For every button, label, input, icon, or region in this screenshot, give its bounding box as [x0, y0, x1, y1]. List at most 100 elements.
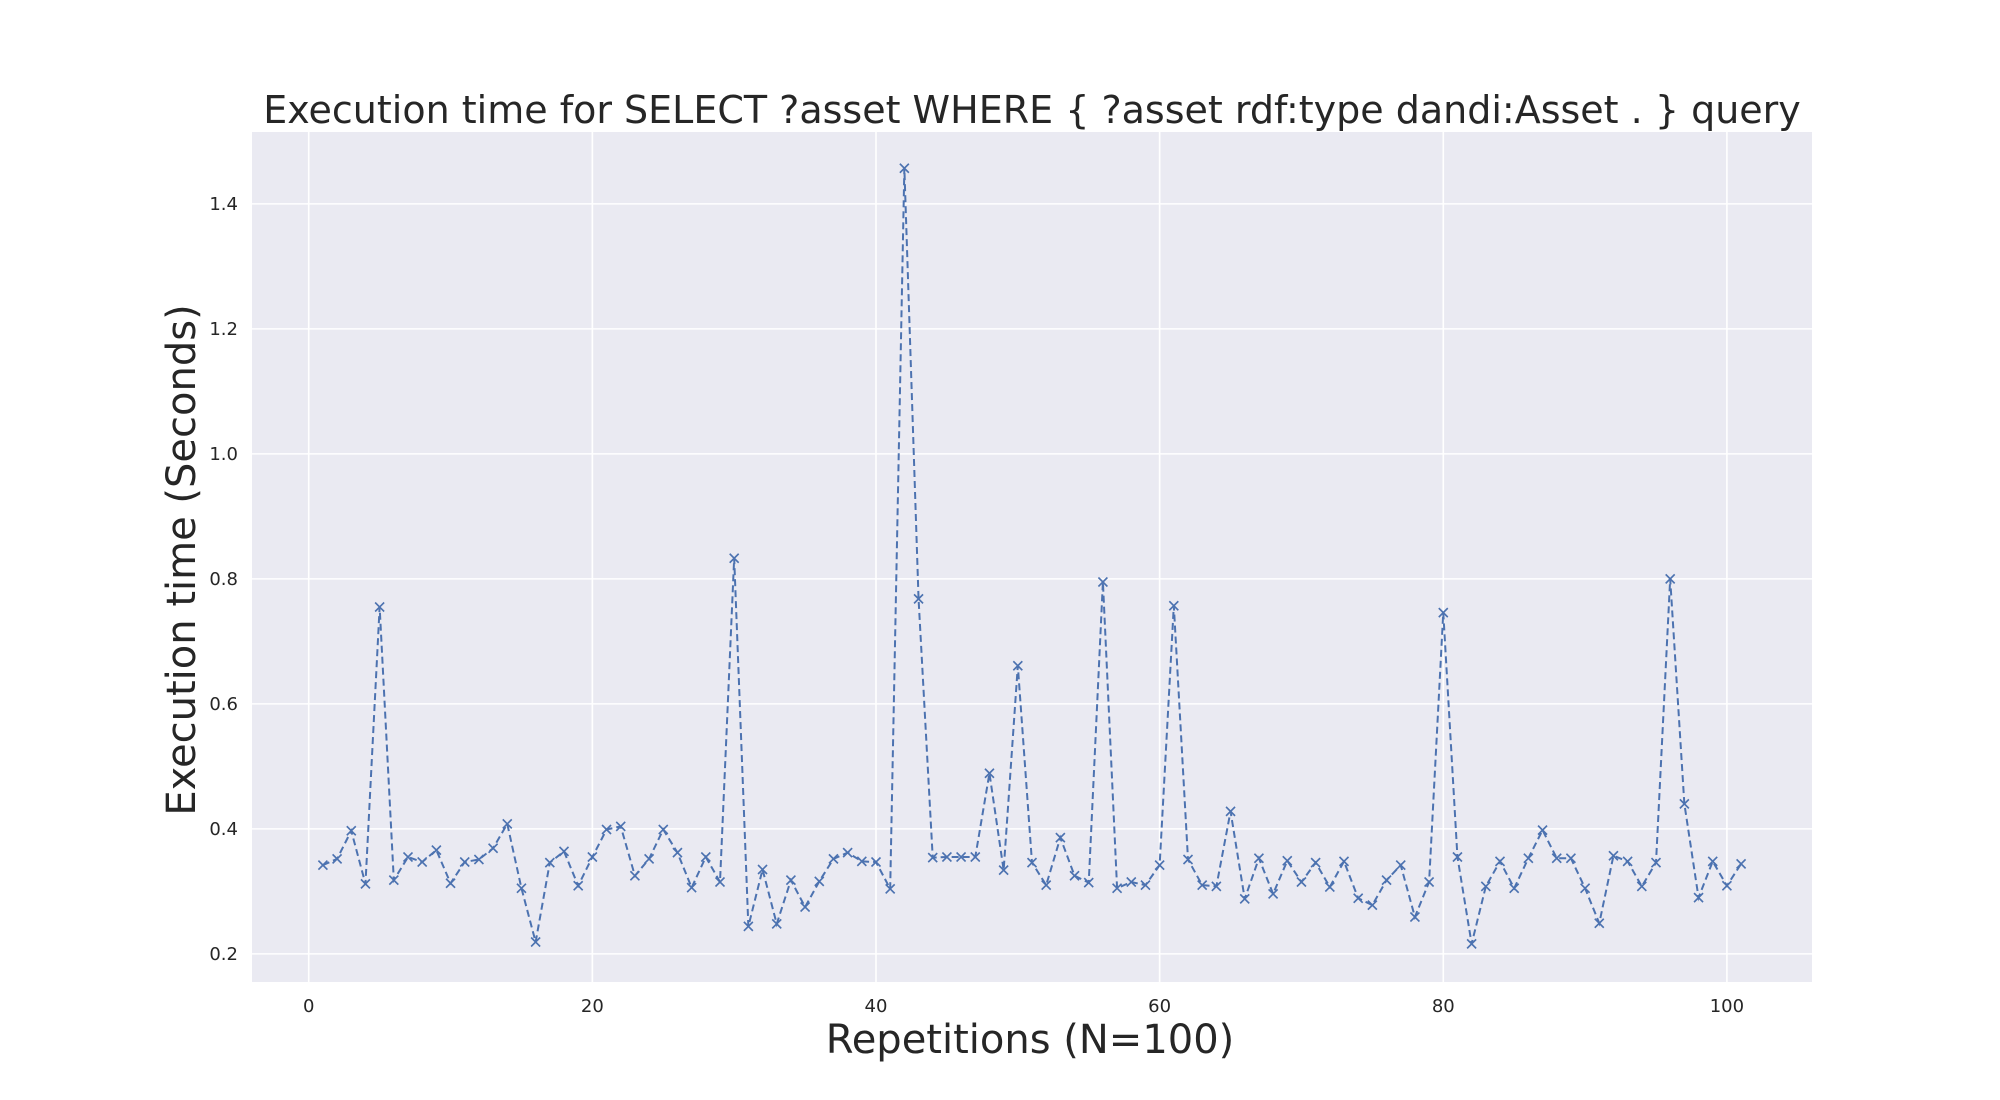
x-tick-label: 100	[1710, 996, 1744, 1017]
data-point-marker	[1097, 576, 1108, 588]
data-point-marker	[1112, 883, 1123, 894]
data-point-marker	[700, 851, 711, 863]
y-axis-label: Execution time (Seconds)	[159, 304, 205, 815]
data-point-marker	[1494, 856, 1506, 867]
data-point-marker	[445, 878, 456, 889]
data-point-marker	[1026, 857, 1038, 868]
data-point-marker	[998, 865, 1009, 876]
series-group	[317, 163, 1747, 949]
x-tick-labels: 0 20 40 60 80 100	[303, 996, 1744, 1017]
x-tick-label: 0	[303, 996, 314, 1017]
data-point-marker	[1580, 883, 1591, 894]
data-point-marker	[885, 883, 896, 894]
data-point-marker	[1282, 855, 1293, 866]
data-point-marker	[1551, 853, 1562, 864]
data-point-marker	[544, 857, 555, 868]
data-point-marker	[644, 853, 655, 864]
data-point-marker	[984, 768, 995, 779]
data-point-marker	[1395, 860, 1406, 871]
data-point-marker	[927, 852, 938, 863]
data-point-marker	[1310, 857, 1321, 868]
data-point-marker	[629, 870, 640, 881]
data-point-marker	[1424, 876, 1435, 888]
data-point-marker	[1381, 875, 1392, 886]
data-point-marker	[388, 875, 399, 886]
data-point-marker	[941, 851, 952, 863]
data-point-marker	[615, 821, 626, 832]
y-tick-labels: 0.2 0.4 0.6 0.8 1.0 1.2 1.4	[209, 194, 238, 965]
grid-lines	[252, 132, 1812, 982]
data-point-marker	[1041, 880, 1052, 891]
data-point-marker	[1268, 888, 1279, 899]
data-point-marker	[1665, 573, 1676, 584]
data-point-marker	[672, 847, 683, 858]
data-point-marker	[970, 851, 981, 863]
data-point-marker	[360, 878, 371, 889]
data-point-marker	[516, 883, 527, 894]
data-point-marker	[459, 856, 470, 868]
data-point-marker	[771, 918, 782, 929]
data-point-marker	[714, 876, 726, 888]
data-point-marker	[1594, 918, 1605, 929]
data-point-marker	[956, 851, 967, 863]
data-point-marker	[1480, 881, 1491, 892]
data-point-marker	[1197, 880, 1208, 891]
data-point-marker	[1239, 893, 1250, 904]
data-point-marker	[601, 824, 612, 835]
data-point-marker	[1154, 860, 1165, 871]
data-point-marker	[743, 921, 754, 932]
data-point-marker	[530, 936, 541, 948]
data-point-marker	[1367, 900, 1378, 911]
data-point-marker	[473, 854, 484, 865]
data-point-marker	[317, 860, 328, 871]
x-axis-label: Repetitions (N=100)	[826, 1017, 1235, 1063]
data-point-marker	[1679, 798, 1690, 809]
chart-title: Execution time for SELECT ?asset WHERE {…	[263, 88, 1801, 132]
data-point-marker	[1721, 880, 1732, 891]
data-point-marker	[402, 851, 414, 863]
data-point-marker	[1140, 880, 1151, 891]
data-point-marker	[1182, 854, 1194, 865]
data-point-marker	[431, 845, 442, 856]
data-point-marker	[1253, 853, 1264, 864]
data-point-marker	[1438, 607, 1449, 618]
data-point-marker	[1409, 911, 1420, 923]
y-tick-label: 1.2	[209, 319, 238, 340]
data-point-marker	[1523, 853, 1534, 864]
data-point-marker	[870, 856, 882, 868]
data-point-marker	[1693, 892, 1704, 903]
data-point-marker	[374, 601, 385, 613]
data-point-marker	[1636, 881, 1647, 892]
data-point-marker	[729, 553, 740, 564]
x-tick-label: 60	[1148, 996, 1171, 1017]
plot-background	[252, 132, 1812, 982]
data-point-marker	[658, 824, 669, 835]
data-point-marker	[856, 856, 867, 867]
data-point-marker	[1338, 856, 1350, 867]
data-point-marker	[800, 901, 811, 913]
data-point-marker	[587, 851, 598, 863]
data-point-marker	[1055, 832, 1066, 843]
data-point-marker	[1296, 876, 1307, 888]
data-point-marker	[1083, 877, 1094, 888]
y-tick-label: 1.0	[209, 444, 238, 465]
y-tick-label: 1.4	[209, 194, 238, 215]
data-point-marker	[1012, 660, 1023, 671]
data-point-marker	[502, 818, 513, 829]
data-point-marker	[814, 876, 825, 887]
y-tick-label: 0.2	[209, 944, 238, 965]
y-tick-label: 0.8	[209, 569, 238, 590]
data-point-marker	[1565, 853, 1576, 864]
data-point-marker	[686, 882, 697, 893]
data-point-marker	[757, 864, 768, 875]
data-point-marker	[1537, 825, 1548, 836]
data-point-marker	[1069, 870, 1080, 881]
data-point-marker	[1168, 600, 1179, 611]
data-point-marker	[417, 856, 428, 868]
data-point-marker	[558, 846, 570, 857]
data-point-marker	[899, 163, 910, 174]
data-point-marker	[1608, 850, 1619, 861]
data-point-marker	[1509, 883, 1520, 894]
data-point-marker	[842, 847, 853, 858]
